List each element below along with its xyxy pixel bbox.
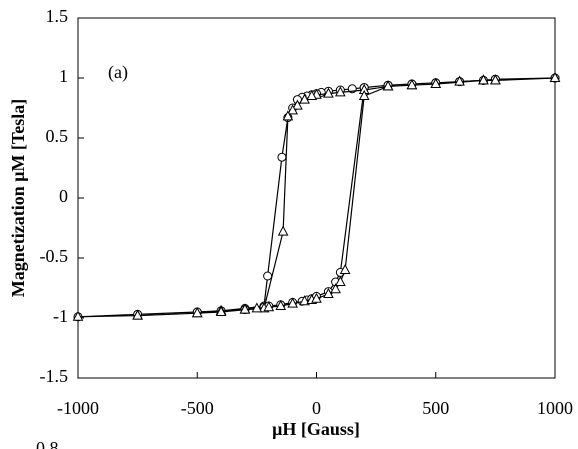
triangle-marker: [72, 310, 84, 321]
y-tick-label: 0: [59, 186, 68, 206]
series-line: [77, 77, 556, 318]
triangle-marker: [306, 89, 318, 100]
triangle-marker: [239, 303, 251, 314]
triangle-marker: [263, 301, 275, 312]
y-axis-label: Magnetization μM [Tesla]: [8, 99, 28, 298]
triangle-marker: [358, 89, 370, 100]
circle-marker: [263, 271, 273, 281]
annotation: 0.8: [36, 438, 59, 449]
triangle-marker: [335, 86, 346, 97]
x-tick-label: 1000: [537, 398, 573, 418]
x-tick-label: 0: [312, 398, 321, 418]
triangle-marker: [311, 292, 322, 303]
triangle-marker: [430, 77, 442, 88]
triangle-marker: [335, 275, 346, 286]
triangle-marker: [406, 79, 418, 90]
circle-marker: [277, 152, 287, 162]
y-tick-label: -1: [53, 306, 68, 326]
x-tick-label: -1000: [57, 398, 99, 418]
triangle-marker: [292, 99, 303, 110]
triangle-marker: [454, 75, 465, 86]
x-tick-label: 500: [422, 398, 449, 418]
triangle-marker: [275, 299, 287, 310]
triangle-marker: [382, 80, 394, 91]
triangle-marker: [215, 305, 227, 316]
triangle-marker: [478, 74, 489, 85]
triangle-marker: [323, 287, 334, 298]
triangle-marker: [549, 71, 561, 82]
triangle-marker: [277, 225, 289, 236]
triangle-marker: [299, 93, 310, 104]
x-tick-label: -500: [181, 398, 214, 418]
y-tick-label: 1.5: [46, 6, 69, 26]
triangle-marker: [282, 110, 294, 121]
triangle-marker: [323, 87, 334, 98]
y-tick-label: -1.5: [40, 366, 69, 386]
plot-frame: [77, 17, 556, 379]
triangle-marker: [287, 104, 298, 115]
series-line: [77, 77, 556, 318]
triangle-marker: [251, 302, 263, 313]
triangle-marker: [287, 297, 298, 308]
triangle-marker: [299, 295, 310, 306]
triangle-marker: [191, 307, 203, 318]
x-axis-label: μH [Gauss]: [272, 419, 360, 439]
y-tick-label: 1: [59, 66, 68, 86]
triangle-marker: [339, 263, 351, 274]
triangle-marker: [330, 283, 341, 294]
y-tick-label: 0.5: [46, 126, 69, 146]
annotation: (a): [108, 62, 128, 83]
y-tick-label: -0.5: [40, 246, 69, 266]
triangle-marker: [132, 309, 143, 320]
triangle-marker: [490, 74, 501, 85]
